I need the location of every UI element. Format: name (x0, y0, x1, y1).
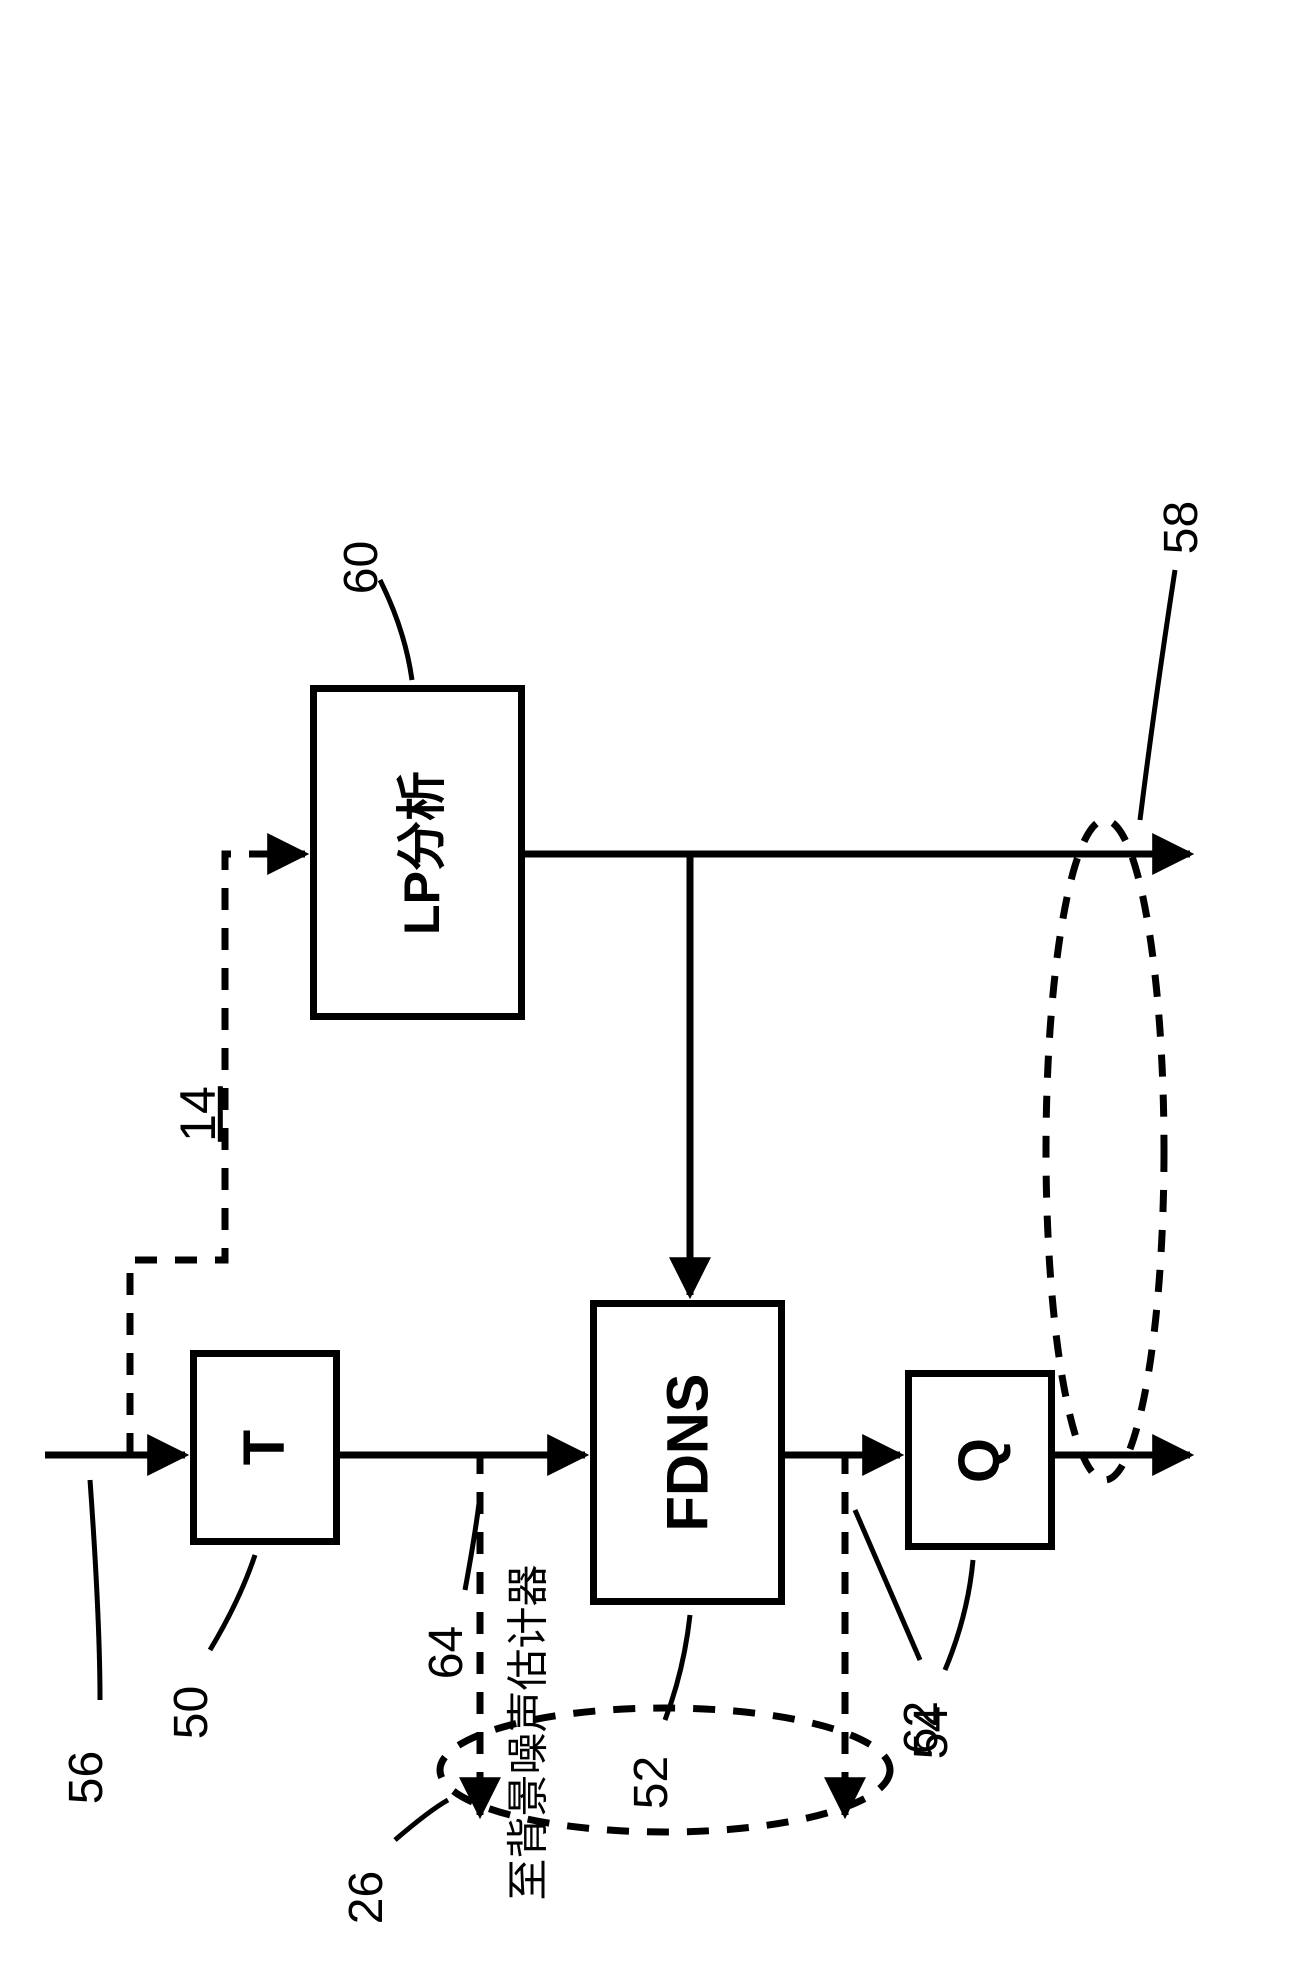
block-fdns-label: FDNS (654, 1374, 721, 1532)
leader-54 (945, 1560, 973, 1670)
block-lp-analysis-label: LP分析 (382, 771, 454, 935)
leader-56 (90, 1480, 100, 1700)
leader-26 (395, 1800, 448, 1840)
block-transform-label: T (232, 1430, 299, 1465)
block-quantizer-label: Q (947, 1437, 1014, 1482)
ref-60: 60 (334, 541, 389, 594)
block-fdns: FDNS (590, 1300, 785, 1605)
signal-flow-diagram: 14 T FDNS Q LP分析 50 52 54 60 56 58 64 62… (0, 0, 1291, 1979)
ref-58: 58 (1154, 501, 1209, 554)
ref-26: 26 (339, 1871, 394, 1924)
block-quantizer: Q (905, 1370, 1055, 1550)
module-id-text: 14 (170, 1086, 226, 1142)
leader-60 (380, 580, 412, 680)
block-transform: T (190, 1350, 340, 1545)
ref-56: 56 (59, 1751, 114, 1804)
caption-bne: 至背景噪声估计器 (495, 1564, 556, 1900)
ellipse-output-bundle (1046, 820, 1164, 1480)
leader-50 (210, 1555, 255, 1650)
ref-64: 64 (419, 1626, 474, 1679)
block-lp-analysis: LP分析 (310, 685, 525, 1020)
ref-50: 50 (164, 1686, 219, 1739)
module-id: 14 (169, 1086, 227, 1142)
ref-52: 52 (624, 1756, 679, 1809)
diagram-svg (0, 0, 1291, 1979)
leader-58 (1140, 570, 1175, 820)
leader-52 (665, 1615, 690, 1720)
caption-bne-text: 至背景噪声估计器 (505, 1564, 552, 1900)
ref-62-vis: 62 (894, 1701, 949, 1754)
